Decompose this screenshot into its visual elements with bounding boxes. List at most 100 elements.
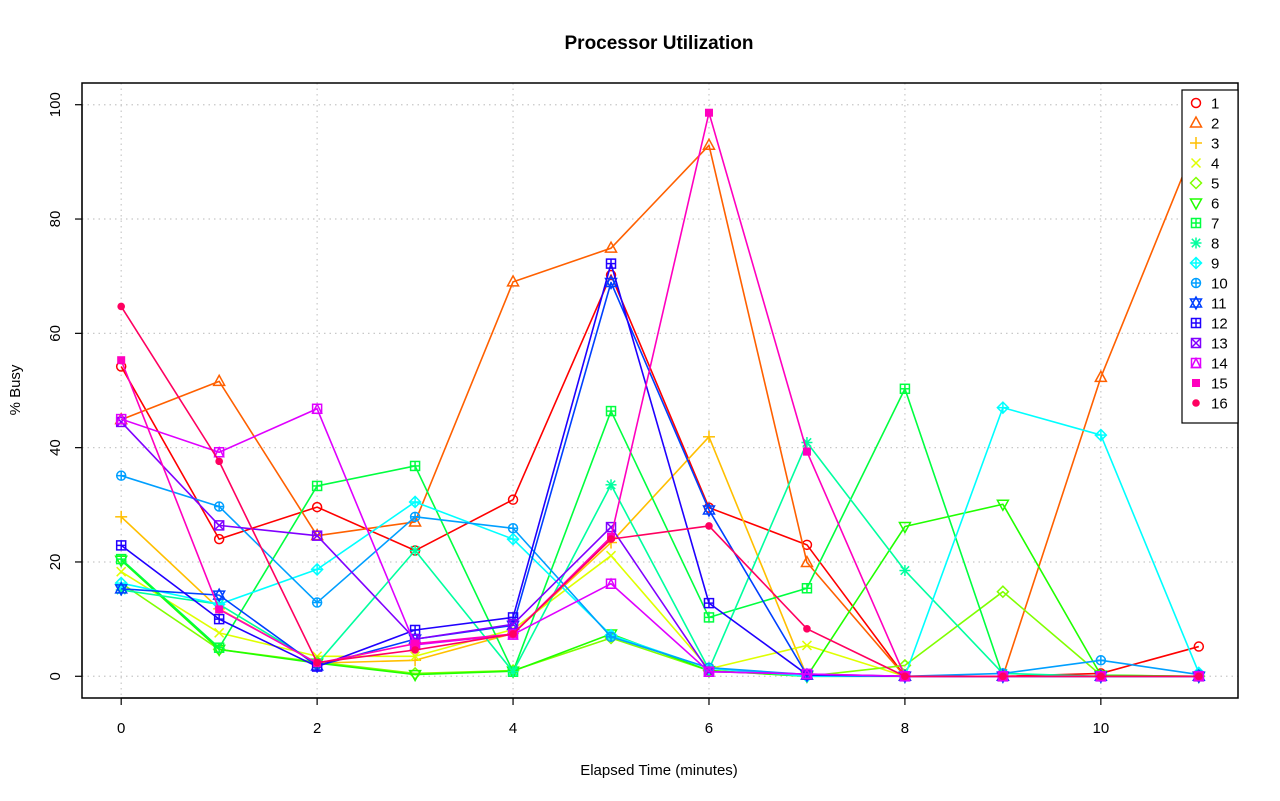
y-tick-label: 0 [47,672,64,680]
data-point-series-14 [213,446,225,458]
data-point-series-4 [605,550,617,561]
data-point-series-7 [115,553,127,565]
data-point-series-12 [703,597,715,609]
data-point-series-13 [311,530,323,541]
data-point-series-4 [116,566,127,577]
series-line-16 [120,306,1199,678]
data-point-series-7 [801,583,813,594]
data-point-series-8 [507,666,519,678]
series-line-5 [120,582,1199,678]
data-point-series-16 [705,522,713,530]
data-point-series-7 [213,642,225,653]
data-point-series-2 [800,554,814,568]
legend-marker-14 [1190,356,1202,369]
data-point-series-10 [213,501,225,512]
data-point-series-16 [999,672,1007,681]
data-point-series-14 [115,412,127,425]
plot-series [114,108,1206,684]
data-point-series-10 [409,511,421,523]
data-point-series-7 [409,460,421,472]
data-point-series-11 [702,502,716,518]
data-point-series-1 [213,533,225,545]
data-point-series-6 [898,521,912,535]
legend-marker-5 [1189,176,1203,190]
legend-marker-7 [1190,217,1202,229]
y-tick-label: 60 [47,325,64,342]
data-point-series-5 [408,666,422,680]
data-point-series-7 [605,405,617,417]
data-point-series-14 [311,402,323,415]
data-point-series-5 [996,585,1010,599]
legend-label: 5 [1211,176,1219,193]
legend-marker-4 [1190,157,1202,169]
legend-marker-3 [1190,137,1202,149]
legend-marker-1 [1190,97,1202,109]
data-point-series-10 [311,597,323,608]
data-point-series-16 [215,457,223,466]
data-point-series-6 [408,669,422,683]
legend-label: 2 [1211,116,1219,133]
data-point-series-15 [704,108,713,117]
data-point-series-16 [313,658,321,667]
data-point-series-12 [213,613,225,625]
legend-item: 3 [1190,136,1219,153]
data-point-series-16 [607,535,615,543]
legend-item: 12 [1190,316,1228,333]
data-point-series-14 [801,667,813,680]
x-axis-label: Elapsed Time (minutes) [580,762,738,779]
data-point-series-16 [411,646,419,654]
legend-label: 9 [1211,256,1219,273]
y-tick-label: 80 [47,211,64,228]
data-point-series-3 [115,510,128,523]
y-axis-label: % Busy [7,364,24,415]
legend-label: 14 [1211,356,1228,373]
legend-label: 12 [1211,316,1228,333]
data-point-series-10 [605,631,617,643]
y-tick-label: 20 [47,554,64,571]
data-point-series-1 [311,501,323,513]
legend-label: 6 [1211,196,1219,213]
legend-item: 2 [1189,115,1219,133]
data-point-series-14 [703,665,715,677]
legend-item: 5 [1189,176,1219,193]
legend-item: 11 [1189,295,1227,313]
data-point-series-10 [507,522,519,534]
x-tick-label: 2 [313,720,321,737]
legend-marker-8 [1190,237,1202,249]
data-point-series-2 [506,274,520,287]
series-16 [117,302,1203,681]
legend-marker-16 [1192,399,1200,407]
legend-label: 13 [1211,336,1228,353]
data-point-series-13 [213,520,225,531]
legend-item: 4 [1190,156,1219,173]
data-point-series-16 [509,630,517,638]
data-point-series-12 [605,258,617,269]
data-point-series-10 [115,470,127,481]
data-point-series-8 [605,479,617,491]
x-tick-label: 6 [705,720,713,737]
data-point-series-9 [996,401,1010,415]
legend-item: 13 [1190,336,1228,353]
legend-label: 1 [1211,96,1219,113]
data-point-series-16 [117,302,125,311]
y-tick-label: 100 [47,92,64,117]
data-point-series-8 [409,545,421,557]
data-point-series-9 [408,495,422,509]
legend-marker-11 [1189,295,1203,311]
data-point-series-2 [604,240,618,253]
data-point-series-1 [1193,641,1205,652]
legend-marker-13 [1190,337,1202,349]
data-point-series-1 [507,494,519,505]
data-point-series-3 [702,430,715,443]
data-point-series-14 [605,577,617,589]
legend-marker-6 [1189,198,1203,211]
legend-item: 8 [1190,236,1219,253]
data-point-series-8 [899,565,911,577]
series-line-2 [120,135,1200,678]
legend-box [1181,89,1239,424]
legend-marker-2 [1189,115,1203,128]
data-point-series-11 [604,274,618,291]
